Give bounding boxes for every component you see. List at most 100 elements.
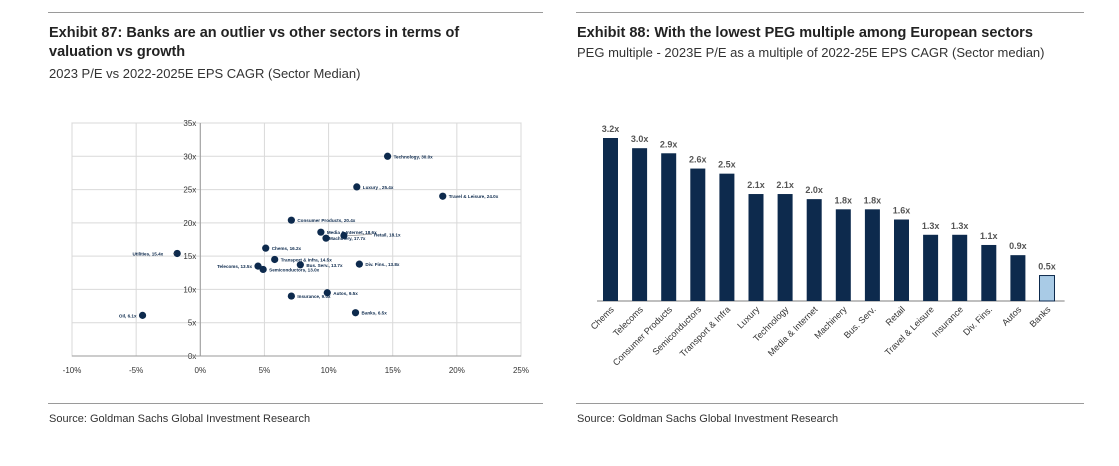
data-point xyxy=(262,244,270,252)
top-rule xyxy=(48,12,543,13)
bar xyxy=(835,209,851,301)
data-point xyxy=(138,311,147,319)
point-label: Technology, 30.0x xyxy=(394,154,434,159)
bar-data-label: 1.6x xyxy=(893,206,911,216)
bar xyxy=(632,148,648,301)
data-point xyxy=(355,260,363,268)
y-tick-label: 35x xyxy=(183,119,196,128)
category-label: Transport & Infra xyxy=(678,304,733,359)
category-label: Chems xyxy=(589,304,617,332)
x-tick-label: -5% xyxy=(129,366,143,375)
bar-data-label: 1.3x xyxy=(951,221,969,231)
point-label: Semiconductors, 13.0x xyxy=(269,267,319,272)
exhibit-88-subtitle: PEG multiple - 2023E P/E as a multiple o… xyxy=(577,45,1045,60)
data-point xyxy=(322,234,330,242)
bottom-rule xyxy=(48,403,543,404)
bar xyxy=(690,168,706,301)
bar xyxy=(864,209,880,301)
bar xyxy=(952,234,968,301)
exhibit-88-panel: Exhibit 88: With the lowest PEG multiple… xyxy=(560,0,1119,466)
data-point xyxy=(351,309,360,317)
bar xyxy=(981,244,997,301)
y-tick-label: 15x xyxy=(183,252,196,261)
bar-data-label: 1.8x xyxy=(864,195,882,205)
exhibit-87-title: Exhibit 87: Banks are an outlier vs othe… xyxy=(49,25,460,60)
exhibit-88-source: Source: Goldman Sachs Global Investment … xyxy=(577,413,839,425)
bar-data-label: 2.1x xyxy=(747,180,765,190)
category-label: Insurance xyxy=(930,304,965,339)
bar-data-label: 0.9x xyxy=(1009,241,1027,251)
bar xyxy=(923,234,939,301)
bar xyxy=(777,194,793,301)
bar xyxy=(719,173,735,301)
data-point xyxy=(287,292,295,300)
data-point xyxy=(254,262,262,270)
point-label: Media & Internet, 18.6x xyxy=(327,230,377,235)
data-point xyxy=(323,289,331,297)
category-label: Banks xyxy=(1028,304,1053,329)
bar xyxy=(748,194,764,301)
bar xyxy=(1010,255,1026,301)
exhibit-87-source: Source: Goldman Sachs Global Investment … xyxy=(49,413,311,425)
data-point xyxy=(259,265,267,274)
y-tick-label: 30x xyxy=(183,152,196,161)
bar-data-label: 2.0x xyxy=(805,185,823,195)
category-label: Bus. Serv. xyxy=(842,304,878,340)
category-label: Luxury xyxy=(735,304,762,331)
bar-data-label: 2.6x xyxy=(689,155,707,165)
y-tick-label: 10x xyxy=(183,285,196,294)
scatter-chart: -10% -5% 0% 5% 10% 15% 20% 25%0x5x10x15x20x25x3… xyxy=(63,119,529,375)
point-label: Consumer Products, 20.4x xyxy=(297,218,355,223)
category-label: Media & Internet xyxy=(766,304,820,358)
bar xyxy=(603,138,618,301)
bar-data-label: 1.1x xyxy=(980,231,998,241)
point-label: Travel & Leisure, 24.0x xyxy=(449,194,499,199)
x-tick-label: 15% xyxy=(385,366,401,375)
category-label: Div. Fins. xyxy=(961,304,994,337)
data-point xyxy=(287,216,295,224)
point-label: Autos, 9.5x xyxy=(333,291,358,296)
x-tick-label: -10% xyxy=(63,366,82,375)
point-label: Div. Fins., 13.8x xyxy=(365,262,400,267)
bar-data-label: 2.5x xyxy=(718,160,736,170)
point-label: Retail, 18.1x xyxy=(374,233,401,238)
bottom-rule xyxy=(576,403,1084,404)
data-point xyxy=(271,255,279,264)
point-label: Bus. Serv., 13.7x xyxy=(306,263,343,268)
bar xyxy=(894,219,909,301)
point-label: Luxury , 25.4x xyxy=(363,185,394,190)
y-tick-label: 25x xyxy=(183,186,196,195)
bar xyxy=(661,153,677,301)
data-point xyxy=(353,183,361,191)
point-label: Insurance, 9.0x xyxy=(297,294,331,299)
bar-data-label: 3.2x xyxy=(602,124,620,134)
bar-data-label: 0.5x xyxy=(1038,262,1056,272)
x-tick-label: 20% xyxy=(449,366,465,375)
bar-data-label: 2.9x xyxy=(660,139,678,149)
data-point xyxy=(173,249,181,258)
point-label: Machinery, 17.7x xyxy=(329,236,366,241)
point-label: Utilities, 15.4x xyxy=(133,251,164,256)
y-tick-label: 5x xyxy=(188,319,196,328)
bar-data-label: 3.0x xyxy=(631,134,649,144)
category-label: Autos xyxy=(1000,304,1024,328)
y-tick-label: 20x xyxy=(183,219,196,228)
bar xyxy=(1039,275,1055,302)
data-point xyxy=(439,192,447,200)
x-tick-label: 10% xyxy=(321,366,337,375)
point-label: Oil, 6.1x xyxy=(119,313,137,318)
bar-data-label: 1.8x xyxy=(835,195,853,205)
x-tick-label: 25% xyxy=(513,366,529,375)
data-point xyxy=(317,228,325,236)
point-label: Banks, 6.5x xyxy=(362,311,388,316)
leader-line xyxy=(347,234,372,236)
point-label: Telecoms, 13.5x xyxy=(217,264,252,269)
top-rule xyxy=(576,12,1084,13)
data-point xyxy=(340,231,348,240)
bar xyxy=(806,199,822,301)
x-tick-label: 0% xyxy=(195,366,207,375)
exhibit-88-title: Exhibit 88: With the lowest PEG multiple… xyxy=(577,25,1033,41)
plot-frame xyxy=(71,122,522,357)
point-label: Transport & Infra, 14.5x xyxy=(281,257,333,262)
